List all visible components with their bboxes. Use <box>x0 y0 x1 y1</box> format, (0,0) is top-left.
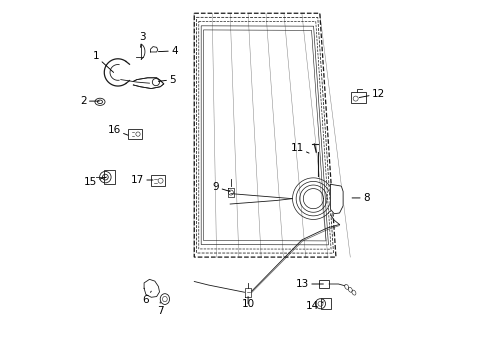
Text: 4: 4 <box>158 46 177 56</box>
Polygon shape <box>133 78 163 89</box>
Bar <box>104 170 115 184</box>
Text: 2: 2 <box>80 96 99 106</box>
Text: 7: 7 <box>157 302 163 316</box>
Polygon shape <box>144 279 159 297</box>
Bar <box>320 298 330 309</box>
Text: 16: 16 <box>107 125 128 135</box>
Bar <box>128 129 142 139</box>
Text: 8: 8 <box>351 193 369 203</box>
Text: 3: 3 <box>139 32 145 47</box>
Text: 12: 12 <box>359 89 384 99</box>
Text: 13: 13 <box>295 279 323 289</box>
Text: 10: 10 <box>241 297 254 309</box>
Text: 9: 9 <box>212 182 230 192</box>
Text: 11: 11 <box>290 143 308 153</box>
Bar <box>351 92 365 103</box>
Polygon shape <box>330 184 343 214</box>
Polygon shape <box>150 46 158 52</box>
Text: 14: 14 <box>305 301 323 311</box>
Text: 15: 15 <box>83 177 106 187</box>
Text: 1: 1 <box>92 51 113 72</box>
Bar <box>151 175 164 186</box>
Text: 5: 5 <box>158 75 176 85</box>
Text: 17: 17 <box>131 175 153 185</box>
Bar <box>319 280 328 288</box>
Text: 6: 6 <box>142 291 151 305</box>
